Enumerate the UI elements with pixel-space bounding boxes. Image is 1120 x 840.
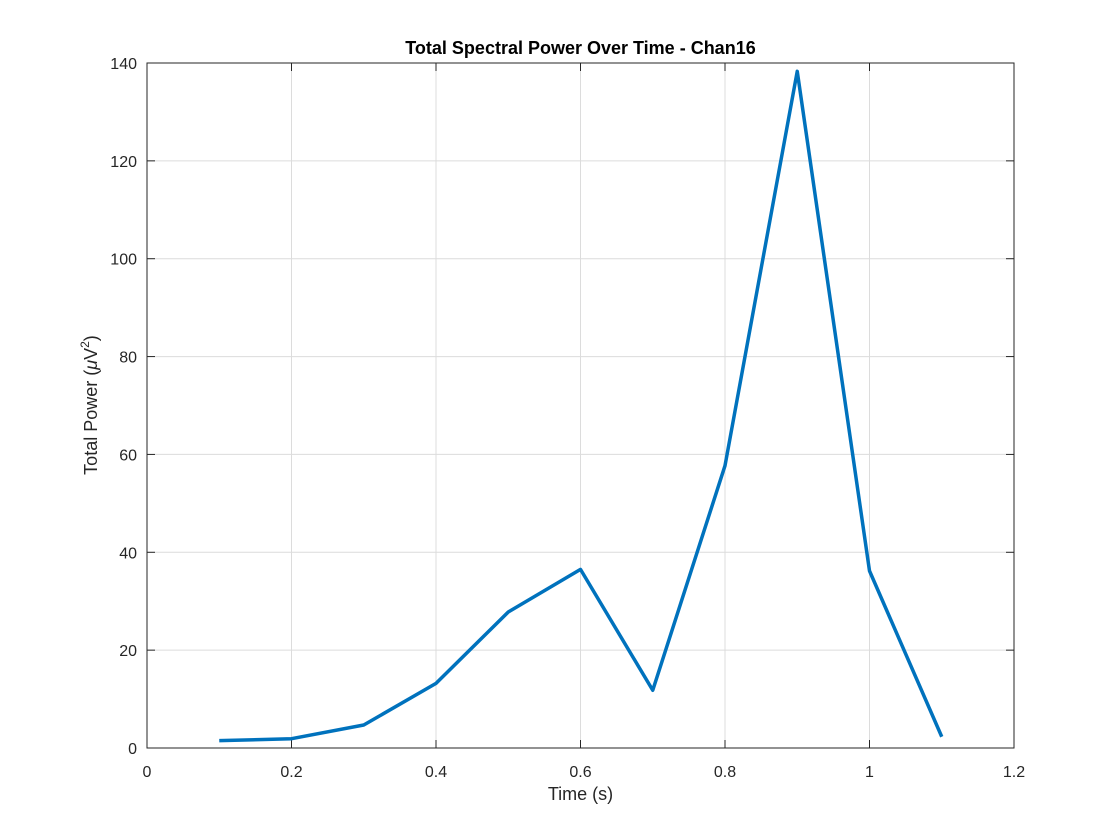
chart-title: Total Spectral Power Over Time - Chan16 [405, 38, 755, 58]
x-axis-label: Time (s) [548, 784, 613, 804]
series-line [219, 69, 944, 743]
y-axis-label-suffix: ) [81, 335, 101, 341]
y-tick-label: 120 [110, 154, 137, 171]
series-layer [219, 69, 944, 743]
y-axis-label-unit: V [81, 348, 101, 360]
y-tick-label: 140 [110, 56, 137, 73]
y-tick-labels: 0 20 40 60 80 100 120 140 [110, 56, 137, 758]
x-tick-label: 0.2 [280, 764, 302, 781]
x-tick-label: 1.2 [1003, 764, 1025, 781]
y-axis-label-mu: μ [81, 360, 101, 371]
x-tick-label: 1 [865, 764, 874, 781]
x-tick-labels: 0 0.2 0.4 0.6 0.8 1 1.2 [143, 764, 1026, 781]
grid-lines [147, 63, 1014, 748]
x-tick-label: 0.6 [569, 764, 591, 781]
axis-ticks [146, 62, 1015, 749]
y-tick-label: 80 [119, 350, 137, 367]
y-tick-label: 40 [119, 545, 137, 562]
y-axis-label-prefix: Total Power ( [81, 370, 101, 475]
x-tick-label: 0 [143, 764, 152, 781]
x-tick-label: 0.8 [714, 764, 736, 781]
y-tick-label: 0 [128, 741, 137, 758]
y-tick-label: 60 [119, 447, 137, 464]
y-axis-label: Total Power (μV2) [78, 335, 101, 475]
y-axis-label-sup: 2 [78, 341, 92, 348]
x-tick-label: 0.4 [425, 764, 447, 781]
y-tick-label: 20 [119, 643, 137, 660]
y-tick-label: 100 [110, 252, 137, 269]
